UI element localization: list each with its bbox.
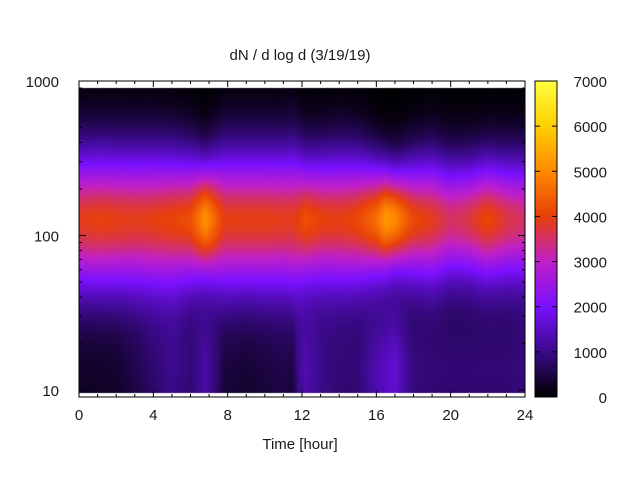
y-axis: 10 100 1000 <box>26 74 525 400</box>
colorbar-tick-label: 3000 <box>574 255 607 272</box>
colorbar-tick-label: 0 <box>599 390 607 407</box>
x-tick-label: 24 <box>517 407 534 424</box>
y-tick-label: 1000 <box>26 74 59 91</box>
colorbar <box>535 81 557 397</box>
x-tick-label: 20 <box>442 407 459 424</box>
y-tick-label: 10 <box>42 383 59 400</box>
plot-area <box>79 81 525 397</box>
colorbar-tick-label: 5000 <box>574 164 607 181</box>
colorbar-frame <box>534 80 558 398</box>
colorbar-tick-label: 2000 <box>574 300 607 317</box>
x-tick-label: 16 <box>368 407 385 424</box>
y-tick-label: 100 <box>34 228 59 245</box>
colorbar-tick-label: 1000 <box>574 345 607 362</box>
colorbar-axis: 0 1000 2000 3000 4000 5000 6000 7000 <box>535 74 607 407</box>
x-tick-label: 4 <box>149 407 157 424</box>
chart-title: dN / d log d (3/19/19) <box>230 47 371 64</box>
colorbar-tick-label: 6000 <box>574 119 607 136</box>
x-tick-label: 12 <box>294 407 311 424</box>
colorbar-tick-label: 7000 <box>574 74 607 91</box>
x-axis-label: Time [hour] <box>262 436 337 453</box>
x-axis: 0 4 8 12 16 20 24 <box>75 81 534 424</box>
x-tick-label: 0 <box>75 407 83 424</box>
colorbar-tick-label: 4000 <box>574 209 607 226</box>
x-tick-label: 8 <box>223 407 231 424</box>
